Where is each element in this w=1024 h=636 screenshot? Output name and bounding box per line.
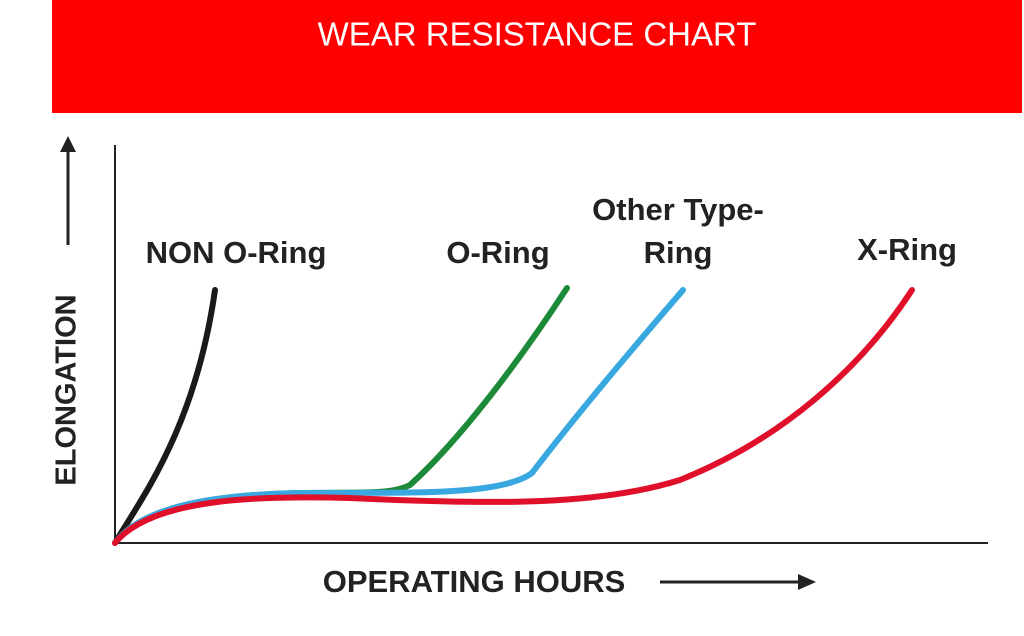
curve-label: NON O-Ring: [146, 235, 327, 270]
curve-label: X-Ring: [857, 232, 957, 267]
curve-label: Ring: [644, 235, 713, 270]
y-axis-arrow: [60, 136, 76, 245]
x-ring-curve: [112, 287, 915, 546]
x-axis-label: OPERATING HOURS: [323, 564, 626, 599]
curve-label: O-Ring: [446, 235, 549, 270]
non-o-ring-curve: [112, 287, 218, 546]
y-axis-label: ELONGATION: [51, 294, 83, 485]
title-banner: [52, 0, 1022, 113]
title: WEAR RESISTANCE CHART: [318, 16, 757, 53]
curve-label: Other Type-: [592, 192, 764, 227]
x-axis-arrow: [660, 574, 816, 590]
